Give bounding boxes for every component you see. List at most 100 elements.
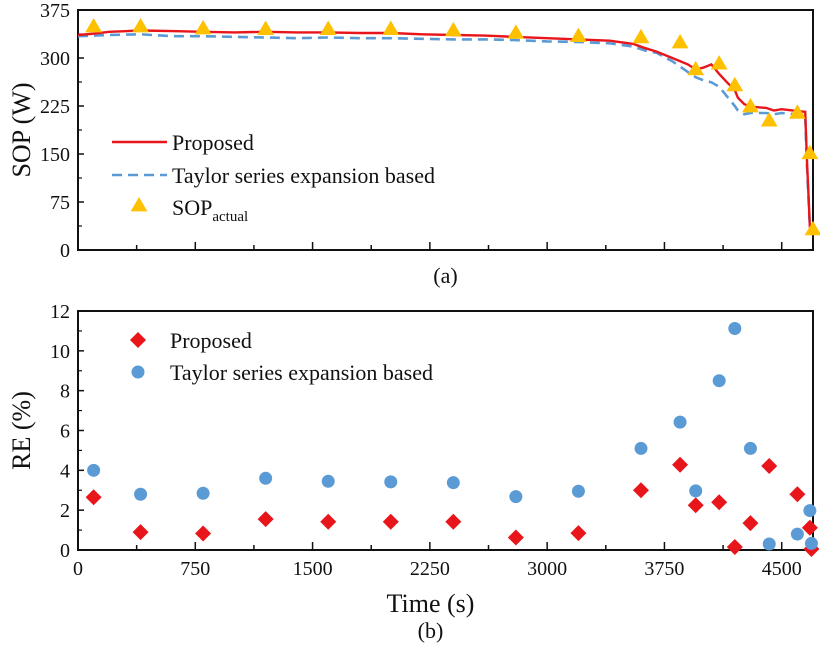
sop-actual-marker	[257, 20, 275, 35]
proposed-diamond-point	[320, 513, 337, 530]
legend-proposed-label: Proposed	[172, 130, 254, 155]
y-tick-label: 10	[50, 341, 70, 363]
y-tick-label: 225	[40, 96, 70, 118]
legend-sop-actual-subscript: actual	[212, 209, 248, 225]
legend-proposed-label: Proposed	[170, 328, 252, 353]
proposed-diamond-point	[761, 457, 778, 474]
sop-actual-marker	[570, 27, 587, 42]
legend-taylor-label: Taylor series expansion based	[170, 360, 433, 385]
sop-actual-marker	[710, 55, 728, 70]
legend-proposed-diamond	[130, 332, 146, 348]
x-tick-label: 1500	[293, 558, 333, 580]
taylor-circle-point	[134, 487, 148, 501]
y-tick-label: 4	[60, 460, 70, 482]
y-tick-label: 75	[50, 192, 70, 214]
proposed-diamond-point	[570, 525, 587, 542]
y-tick-label: 375	[40, 0, 70, 22]
y-tick-label: 2	[60, 500, 70, 522]
taylor-circle-point	[689, 484, 703, 498]
proposed-diamond-point	[257, 511, 274, 528]
panel-b-label: (b)	[418, 618, 444, 643]
legend-sop-actual-triangle	[130, 197, 148, 212]
panel-a-x-ticks	[77, 242, 783, 250]
proposed-diamond-point	[132, 524, 149, 541]
sop-actual-marker	[382, 20, 400, 35]
sop-actual-marker	[319, 20, 337, 35]
taylor-circle-point	[571, 484, 585, 498]
proposed-diamond-point	[632, 482, 649, 499]
y-tick-label: 0	[60, 240, 70, 262]
panel-a-legend: Proposed Taylor series expansion based SOP…	[112, 130, 435, 225]
taylor-circle-point	[762, 537, 776, 551]
panel-a-series	[77, 18, 820, 236]
proposed-diamond-point	[195, 525, 212, 542]
sop-actual-marker	[726, 76, 744, 92]
panel-a-sop: 0 75 150 225 300 375 SOP (W) (a) Proposed Tayl…	[7, 0, 820, 288]
proposed-diamond-point	[382, 513, 399, 530]
taylor-circle-point	[790, 527, 804, 541]
taylor-circle-point	[803, 504, 817, 518]
panel-b-relative-error: 0 2 4 6 8 10 12 0 750 1500 2250 3000 3750 4500 RE (%…	[7, 301, 820, 643]
taylor-circle-point	[196, 486, 210, 500]
proposed-diamond-point	[687, 497, 704, 514]
panel-b-x-axis-title: Time (s)	[387, 589, 475, 618]
legend-taylor-label: Taylor series expansion based	[172, 163, 435, 188]
panel-b-legend: Proposed Taylor series expansion based	[130, 328, 433, 385]
y-tick-label: 8	[60, 381, 70, 403]
sop-actual-marker	[444, 21, 462, 37]
panel-a-y-ticks: 0 75 150 225 300 375	[40, 0, 84, 262]
taylor-circle-point	[634, 441, 648, 455]
x-tick-label: 2250	[410, 558, 450, 580]
taylor-circle-point	[384, 475, 398, 489]
y-tick-label: 150	[40, 144, 70, 166]
sop-actual-marker	[85, 18, 103, 33]
taylor-circle-point	[712, 374, 726, 388]
y-tick-label: 0	[60, 540, 70, 562]
y-tick-label: 12	[50, 301, 70, 323]
panel-a-y-axis-title: SOP (W)	[7, 82, 36, 177]
proposed-diamond-point	[801, 519, 818, 536]
taylor-circle-point	[446, 476, 460, 490]
panel-a-label: (a)	[433, 263, 457, 288]
sop-actual-marker	[671, 34, 689, 49]
taylor-circle-point	[743, 441, 757, 455]
proposed-diamond-point	[726, 539, 743, 556]
proposed-diamond-point	[672, 456, 689, 473]
panel-b-y-ticks: 0 2 4 6 8 10 12	[50, 301, 84, 562]
taylor-circle-point	[673, 415, 687, 429]
taylor-circle-point	[509, 490, 523, 504]
sop-actual-marker	[788, 104, 806, 119]
proposed-diamond-point	[445, 513, 462, 530]
sop-actual-marker	[507, 24, 525, 39]
y-tick-label: 300	[40, 48, 70, 70]
taylor-circle-point	[321, 474, 335, 488]
x-tick-label: 3000	[527, 558, 567, 580]
panel-b-x-ticks: 0 750 1500 2250 3000 3750 4500	[73, 542, 802, 580]
taylor-series-line	[77, 32, 812, 228]
sop-actual-marker	[194, 19, 212, 35]
sop-actual-marker	[632, 28, 650, 44]
x-tick-label: 3750	[644, 558, 684, 580]
sop-actual-marker	[804, 220, 820, 236]
proposed-diamond-point	[789, 486, 806, 503]
proposed-diamond-point	[742, 515, 759, 532]
sop-actual-marker	[801, 144, 819, 160]
panel-b-y-axis-title: RE (%)	[7, 391, 36, 470]
sop-actual-marker	[132, 18, 149, 33]
proposed-line	[77, 29, 812, 228]
panel-b-series	[85, 322, 820, 558]
taylor-circle-point	[87, 463, 101, 477]
sop-actual-marker	[760, 112, 778, 127]
x-tick-label: 750	[180, 558, 210, 580]
taylor-circle-point	[728, 322, 742, 336]
legend-taylor-circle	[131, 365, 145, 379]
taylor-circle-point	[259, 471, 273, 485]
sop-actual-marker	[687, 60, 705, 76]
taylor-circle-point	[804, 536, 818, 550]
x-tick-label: 4500	[762, 558, 802, 580]
x-tick-label: 0	[73, 558, 83, 580]
proposed-diamond-point	[507, 529, 524, 546]
y-tick-label: 6	[60, 421, 70, 443]
proposed-diamond-point	[711, 494, 728, 511]
